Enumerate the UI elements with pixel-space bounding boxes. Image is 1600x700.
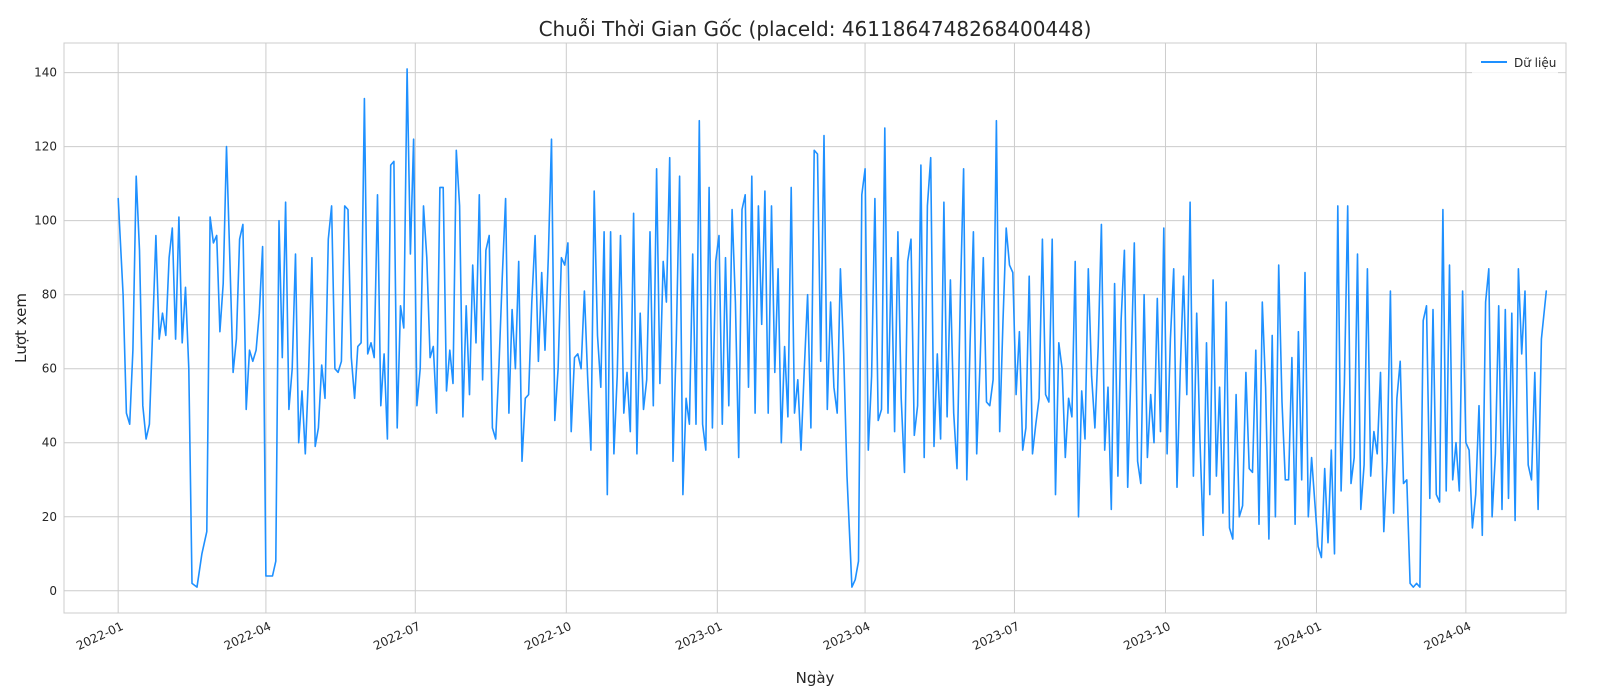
y-tick-label: 120 [34, 140, 57, 154]
plot-frame [63, 42, 1567, 614]
y-tick-label: 60 [42, 362, 57, 376]
y-axis-ticks: 0 20 40 60 80 100 120 140 [34, 66, 57, 598]
chart-title: Chuỗi Thời Gian Gốc (placeId: 4611864748… [539, 17, 1092, 41]
y-tick-label: 80 [42, 288, 57, 302]
series-layer [117, 68, 1548, 588]
y-tick-label: 20 [42, 510, 57, 524]
y-tick-label: 100 [34, 214, 57, 228]
y-axis-title: Lượt xem [12, 293, 30, 363]
x-axis-title: Ngày [796, 669, 835, 687]
y-tick-label: 40 [42, 436, 57, 450]
series-line-0 [117, 68, 1548, 588]
plot-background [64, 43, 1566, 613]
legend-label: Dữ liệu [1514, 56, 1556, 70]
legend-box [1472, 51, 1558, 77]
plot-area [63, 42, 1567, 614]
y-tick-label: 0 [49, 584, 57, 598]
legend: Dữ liệu [1472, 51, 1558, 77]
y-tick-label: 140 [34, 66, 57, 80]
